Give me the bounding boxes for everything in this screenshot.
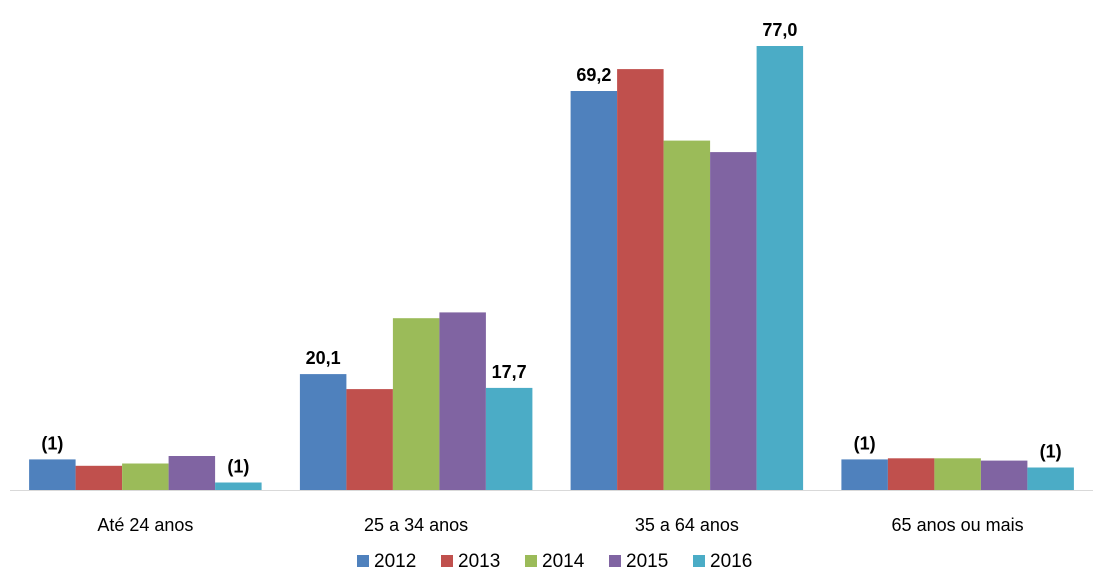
bar-2013-cat-3 [887,458,935,490]
bar-2013-cat-2 [617,69,664,490]
legend-label: 2015 [626,551,668,572]
bars-group [29,46,1074,490]
bar-2015-cat-0 [168,456,216,490]
data-label: 69,2 [576,65,611,85]
data-label: 20,1 [306,348,341,368]
bar-2014-cat-1 [392,318,440,490]
legend-swatch-2015 [609,555,621,567]
data-label: (1) [854,433,876,453]
bar-2013-cat-0 [75,465,123,490]
data-label: 77,0 [762,20,797,40]
category-label: 25 a 34 anos [364,515,468,535]
legend-swatch-2016 [693,555,705,567]
legend-swatch-2014 [525,555,537,567]
bar-2014-cat-2 [663,140,711,490]
bar-2016-cat-0 [215,482,262,490]
category-labels: Até 24 anos 25 a 34 anos 35 a 64 anos 65 an… [97,515,1023,535]
data-label: (1) [227,457,249,477]
bar-2012-cat-1 [299,374,347,490]
category-label: 65 anos ou mais [892,515,1024,535]
legend-swatch-2012 [357,555,369,567]
category-label: Até 24 anos [97,515,193,535]
bar-2015-cat-1 [439,312,486,490]
data-label: (1) [1040,442,1062,462]
legend-label: 2014 [542,551,585,572]
bar-2013-cat-1 [346,389,393,490]
legend: 2012 2013 2014 2015 2016 [357,551,752,572]
bar-2014-cat-3 [934,458,981,490]
legend-label: 2013 [458,551,500,572]
bar-2014-cat-0 [122,463,169,490]
bar-2015-cat-3 [980,460,1028,490]
bar-2016-cat-3 [1027,467,1074,490]
legend-label: 2016 [710,551,752,572]
data-labels: (1) (1) 20,1 17,7 69,2 77,0 (1) (1) [41,20,1061,477]
bar-2012-cat-2 [570,91,618,490]
bar-2012-cat-3 [841,459,888,490]
category-label: 35 a 64 anos [635,515,739,535]
bar-2016-cat-1 [485,387,533,490]
data-label: (1) [41,433,63,453]
legend-label: 2012 [374,551,416,572]
bar-2012-cat-0 [29,459,76,490]
bar-2016-cat-2 [756,46,804,490]
data-label: 17,7 [492,362,527,382]
legend-swatch-2013 [441,555,453,567]
bar-2015-cat-2 [710,152,757,490]
